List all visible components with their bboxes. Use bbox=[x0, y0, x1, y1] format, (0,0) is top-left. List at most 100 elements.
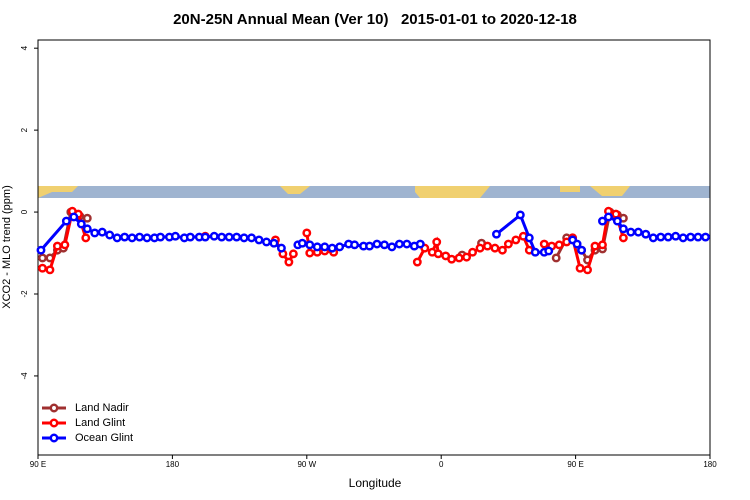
point bbox=[36, 245, 46, 255]
point bbox=[60, 240, 70, 250]
point bbox=[156, 232, 165, 242]
point bbox=[618, 233, 628, 243]
point bbox=[497, 245, 507, 255]
point bbox=[335, 242, 345, 252]
point bbox=[82, 213, 92, 223]
point bbox=[38, 253, 47, 263]
point bbox=[254, 235, 264, 245]
point bbox=[539, 239, 549, 249]
point bbox=[387, 242, 397, 252]
point bbox=[462, 252, 472, 262]
map-strip bbox=[38, 186, 710, 198]
y-tick-label: 2 bbox=[20, 127, 29, 132]
y-tick-label: -2 bbox=[20, 290, 29, 298]
point bbox=[577, 245, 587, 255]
point bbox=[288, 249, 298, 259]
point bbox=[350, 240, 360, 250]
point bbox=[394, 239, 404, 249]
point bbox=[554, 240, 564, 250]
point bbox=[671, 231, 681, 241]
point bbox=[45, 265, 55, 275]
point bbox=[598, 240, 607, 250]
point bbox=[656, 232, 666, 242]
point bbox=[551, 253, 561, 263]
point bbox=[432, 237, 442, 247]
point bbox=[135, 232, 144, 242]
point bbox=[648, 233, 658, 243]
y-axis-label: XCO2 - MLO trend (ppm) bbox=[1, 185, 13, 308]
point bbox=[544, 246, 554, 256]
point bbox=[327, 243, 337, 253]
x-tick-label: 180 bbox=[703, 460, 717, 469]
point bbox=[112, 233, 122, 243]
point bbox=[633, 227, 643, 237]
point bbox=[524, 233, 534, 243]
point bbox=[402, 239, 412, 249]
point bbox=[170, 231, 180, 241]
point bbox=[693, 232, 703, 242]
point bbox=[511, 235, 521, 245]
y-tick-label: 4 bbox=[20, 45, 29, 50]
point bbox=[81, 233, 91, 243]
point bbox=[626, 227, 636, 237]
point bbox=[412, 257, 422, 267]
point bbox=[69, 212, 79, 222]
point bbox=[618, 224, 628, 234]
point bbox=[447, 254, 457, 264]
point bbox=[209, 231, 219, 241]
point bbox=[530, 247, 540, 257]
point bbox=[297, 238, 307, 248]
point bbox=[38, 263, 47, 273]
series bbox=[36, 210, 710, 257]
point bbox=[372, 239, 382, 249]
point bbox=[604, 212, 613, 222]
point bbox=[483, 241, 492, 251]
point bbox=[232, 232, 242, 242]
map-land bbox=[38, 186, 630, 198]
point bbox=[120, 232, 130, 242]
x-tick-label: 180 bbox=[166, 460, 180, 469]
legend-label: Ocean Glint bbox=[75, 432, 133, 444]
x-tick-label: 90 E bbox=[30, 460, 46, 469]
point bbox=[224, 232, 234, 242]
point bbox=[61, 216, 71, 226]
point bbox=[515, 210, 525, 220]
point bbox=[612, 216, 622, 226]
point bbox=[127, 233, 137, 243]
point bbox=[90, 228, 100, 238]
y-tick-label: -4 bbox=[20, 372, 29, 380]
point bbox=[663, 232, 673, 242]
point bbox=[312, 242, 322, 252]
point bbox=[320, 242, 330, 252]
point bbox=[82, 224, 92, 234]
point bbox=[468, 247, 478, 257]
point bbox=[641, 229, 651, 239]
legend-label: Land Nadir bbox=[75, 402, 129, 414]
point bbox=[598, 216, 607, 226]
point bbox=[575, 263, 585, 273]
point bbox=[475, 243, 485, 253]
y-tick-label: 0 bbox=[20, 209, 29, 214]
x-tick-label: 0 bbox=[439, 460, 444, 469]
point bbox=[305, 240, 315, 250]
point bbox=[678, 233, 688, 243]
point bbox=[142, 233, 152, 243]
point bbox=[686, 232, 696, 242]
point bbox=[305, 248, 315, 258]
point bbox=[415, 239, 425, 249]
point bbox=[247, 233, 256, 243]
x-tick-label: 90 W bbox=[297, 460, 316, 469]
point bbox=[492, 229, 501, 239]
point bbox=[365, 241, 374, 251]
point bbox=[503, 239, 513, 249]
point bbox=[105, 230, 115, 240]
point bbox=[276, 243, 286, 253]
point bbox=[239, 233, 249, 243]
point bbox=[380, 240, 389, 250]
legend-label: Land Glint bbox=[75, 417, 125, 429]
legend-marker bbox=[49, 403, 59, 413]
point bbox=[269, 238, 279, 248]
point bbox=[200, 232, 210, 242]
